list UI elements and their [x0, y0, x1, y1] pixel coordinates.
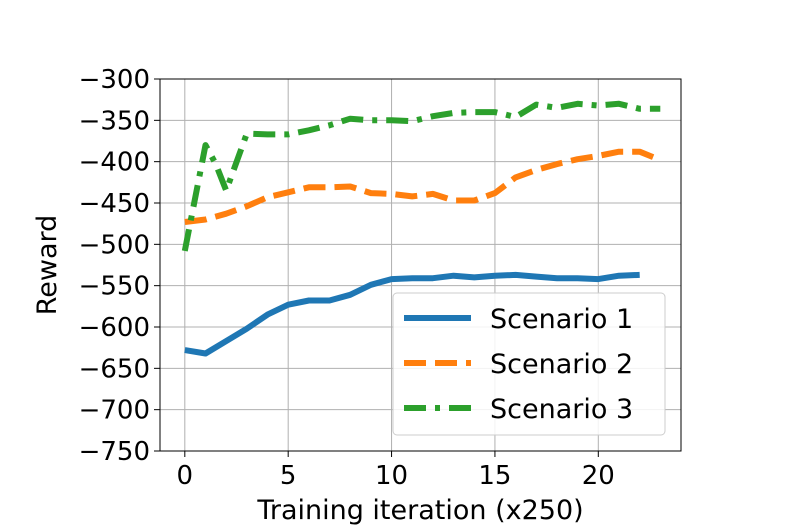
plot-frame: [159, 78, 682, 452]
series-layer: [181, 100, 662, 357]
x-tick-label: 10: [375, 461, 408, 491]
y-tick-label: −300: [79, 65, 150, 95]
y-tick-label: −500: [79, 230, 150, 260]
legend-label-scenario-3: Scenario 3: [490, 394, 633, 425]
series-line-scenario-2: [184, 148, 662, 225]
y-tick-label: −750: [79, 437, 150, 467]
y-tick-label: −550: [79, 272, 150, 302]
y-axis-title: Reward: [32, 215, 63, 316]
series-line-scenario-1: [184, 271, 640, 357]
x-tick-label: 0: [177, 461, 194, 491]
x-tick-label: 5: [280, 461, 297, 491]
ticks-layer: 0 5 10 15 20 −300 −350 −400 −450 −500 −550 −600 −650…: [79, 65, 615, 491]
y-tick-label: −400: [79, 148, 150, 178]
x-tick-label: 15: [478, 461, 511, 491]
legend-box: [392, 292, 666, 436]
x-tick-label: 20: [582, 461, 615, 491]
y-tick-label: −350: [79, 106, 150, 136]
legend: Scenario 1 Scenario 2 Scenario 3: [392, 292, 666, 436]
legend-label-scenario-2: Scenario 2: [490, 349, 633, 380]
y-tick-label: −650: [79, 354, 150, 384]
y-tick-label: −450: [79, 189, 150, 219]
series-line-scenario-3: [181, 100, 661, 252]
legend-label-scenario-1: Scenario 1: [490, 304, 633, 335]
x-axis-title: Training iteration (x250): [256, 495, 583, 526]
y-tick-label: −700: [79, 396, 150, 426]
y-tick-label: −600: [79, 313, 150, 343]
